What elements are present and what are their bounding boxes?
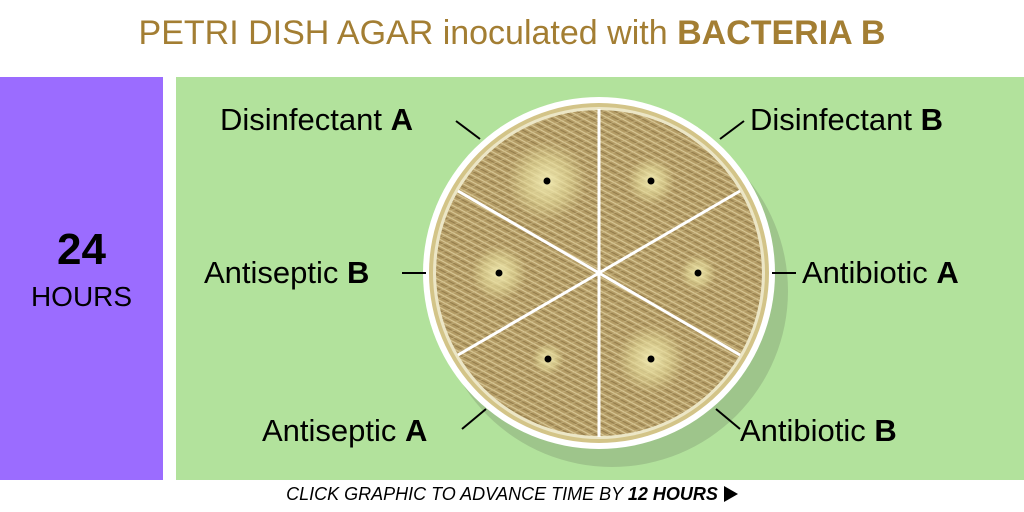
dot-disinfectant-a [543, 177, 551, 185]
elapsed-time-value: 24 [57, 225, 106, 274]
label-antibiotic-a: Antibiotic A [802, 255, 959, 291]
leader-lines [402, 120, 796, 430]
label-disinfectant-a-letter: A [390, 102, 413, 137]
label-antiseptic-a-text: Antiseptic [262, 413, 406, 448]
label-antiseptic-b-letter: B [347, 255, 370, 290]
leader-antiseptic-a [461, 408, 487, 430]
divider-lower-right [598, 271, 741, 357]
label-disinfectant-b: Disinfectant B [750, 102, 943, 138]
label-disinfectant-b-letter: B [920, 102, 943, 137]
sample-dots [495, 177, 702, 363]
petri-dish-graphic[interactable]: Disinfectant A Disinfectant B Antiseptic… [176, 77, 1024, 480]
label-disinfectant-b-text: Disinfectant [750, 102, 921, 137]
label-antibiotic-b-text: Antibiotic [740, 413, 875, 448]
sector-dividers [457, 109, 741, 437]
leader-disinfectant-a [455, 120, 481, 140]
label-disinfectant-a-text: Disinfectant [220, 102, 391, 137]
play-arrow-icon[interactable] [723, 486, 738, 502]
footer-emphasis: 12 HOURS [627, 484, 718, 504]
dot-antiseptic-b [495, 269, 503, 277]
divider-lower-left [457, 271, 600, 357]
elapsed-time-unit: HOURS [30, 281, 133, 312]
label-antiseptic-a: Antiseptic A [262, 413, 427, 449]
elapsed-time-panel: 24 HOURS [0, 77, 163, 480]
label-antibiotic-b: Antibiotic B [740, 413, 897, 449]
dot-antibiotic-a [694, 269, 702, 277]
leader-antibiotic-b [715, 408, 741, 430]
label-antiseptic-b: Antiseptic B [204, 255, 369, 291]
petri-dish-diagram [402, 97, 796, 467]
leader-disinfectant-b [719, 120, 745, 140]
advance-time-instruction[interactable]: CLICK GRAPHIC TO ADVANCE TIME BY 12 HOUR… [0, 484, 1024, 505]
title-prefix: PETRI DISH AGAR inoculated with [138, 14, 678, 52]
footer-text: CLICK GRAPHIC TO ADVANCE TIME BY [286, 484, 628, 504]
dot-disinfectant-b [647, 177, 655, 185]
label-antibiotic-a-text: Antibiotic [802, 255, 937, 290]
label-antiseptic-a-letter: A [405, 413, 428, 448]
label-antiseptic-b-text: Antiseptic [204, 255, 348, 290]
dot-antiseptic-a [544, 355, 552, 363]
divider-upper-right [598, 189, 741, 275]
title-emphasis: BACTERIA B [677, 14, 886, 52]
label-antibiotic-b-letter: B [874, 413, 897, 448]
label-disinfectant-a: Disinfectant A [220, 102, 413, 138]
page-title: PETRI DISH AGAR inoculated with BACTERIA… [0, 14, 1024, 53]
dot-antibiotic-b [647, 355, 655, 363]
divider-upper-left [457, 189, 600, 275]
label-antibiotic-a-letter: A [936, 255, 959, 290]
